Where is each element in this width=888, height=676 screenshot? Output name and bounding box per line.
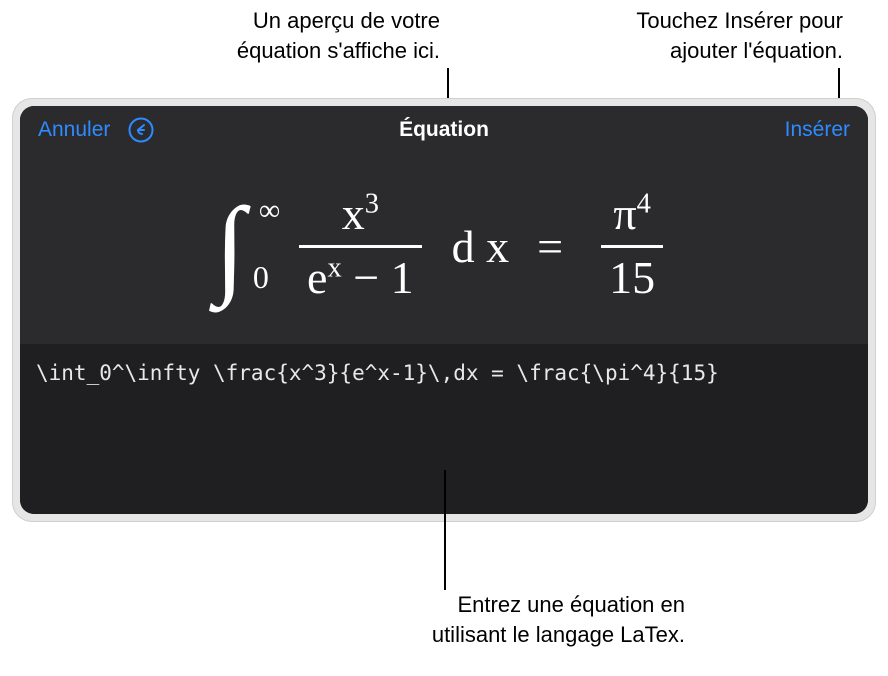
equation-preview: ∫ ∞ 0 x3 ex − 1 d x = — [20, 154, 868, 344]
callout-preview-line2: équation s'affiche ici. — [180, 36, 440, 66]
lhs-num-exp: 3 — [365, 189, 379, 220]
lhs-den-tail: − 1 — [342, 252, 414, 303]
differential: d x — [452, 220, 510, 273]
callout-input-line1: Entrez une équation en — [395, 590, 685, 620]
rhs-den: 15 — [601, 254, 663, 302]
callout-insert: Touchez Insérer pour ajouter l'équation. — [595, 6, 843, 65]
dialog-header: Annuler Équation Insérer — [20, 106, 868, 154]
integral-symbol: ∫ ∞ 0 — [215, 202, 241, 290]
lhs-den-base: e — [307, 252, 327, 303]
callout-insert-line1: Touchez Insérer pour — [595, 6, 843, 36]
equals-sign: = — [537, 220, 563, 273]
integral-lower: 0 — [253, 259, 269, 296]
callout-insert-line2: ajouter l'équation. — [595, 36, 843, 66]
rhs-num-exp: 4 — [637, 189, 651, 220]
equation-render: ∫ ∞ 0 x3 ex − 1 d x = — [215, 190, 673, 302]
callout-preview-line1: Un aperçu de votre — [180, 6, 440, 36]
lhs-fraction: x3 ex − 1 — [299, 190, 422, 302]
lhs-num-base: x — [342, 188, 365, 239]
undo-icon[interactable] — [128, 117, 154, 143]
callout-input-leader-join — [444, 586, 446, 590]
callout-input-line2: utilisant le langage LaTex. — [395, 620, 685, 650]
dialog-title: Équation — [399, 118, 489, 142]
integral-upper: ∞ — [259, 194, 280, 228]
callout-input-leader-v — [444, 470, 446, 586]
insert-button[interactable]: Insérer — [785, 118, 850, 141]
callout-input: Entrez une équation en utilisant le lang… — [395, 590, 685, 649]
lhs-den-exp: x — [327, 252, 341, 283]
rhs-num-base: π — [613, 188, 636, 239]
cancel-button[interactable]: Annuler — [38, 118, 110, 142]
callout-preview: Un aperçu de votre équation s'affiche ic… — [180, 6, 440, 65]
rhs-fraction: π4 15 — [601, 190, 663, 302]
equation-dialog: Annuler Équation Insérer ∫ ∞ — [20, 106, 868, 514]
equation-dialog-container: Annuler Équation Insérer ∫ ∞ — [12, 98, 876, 522]
